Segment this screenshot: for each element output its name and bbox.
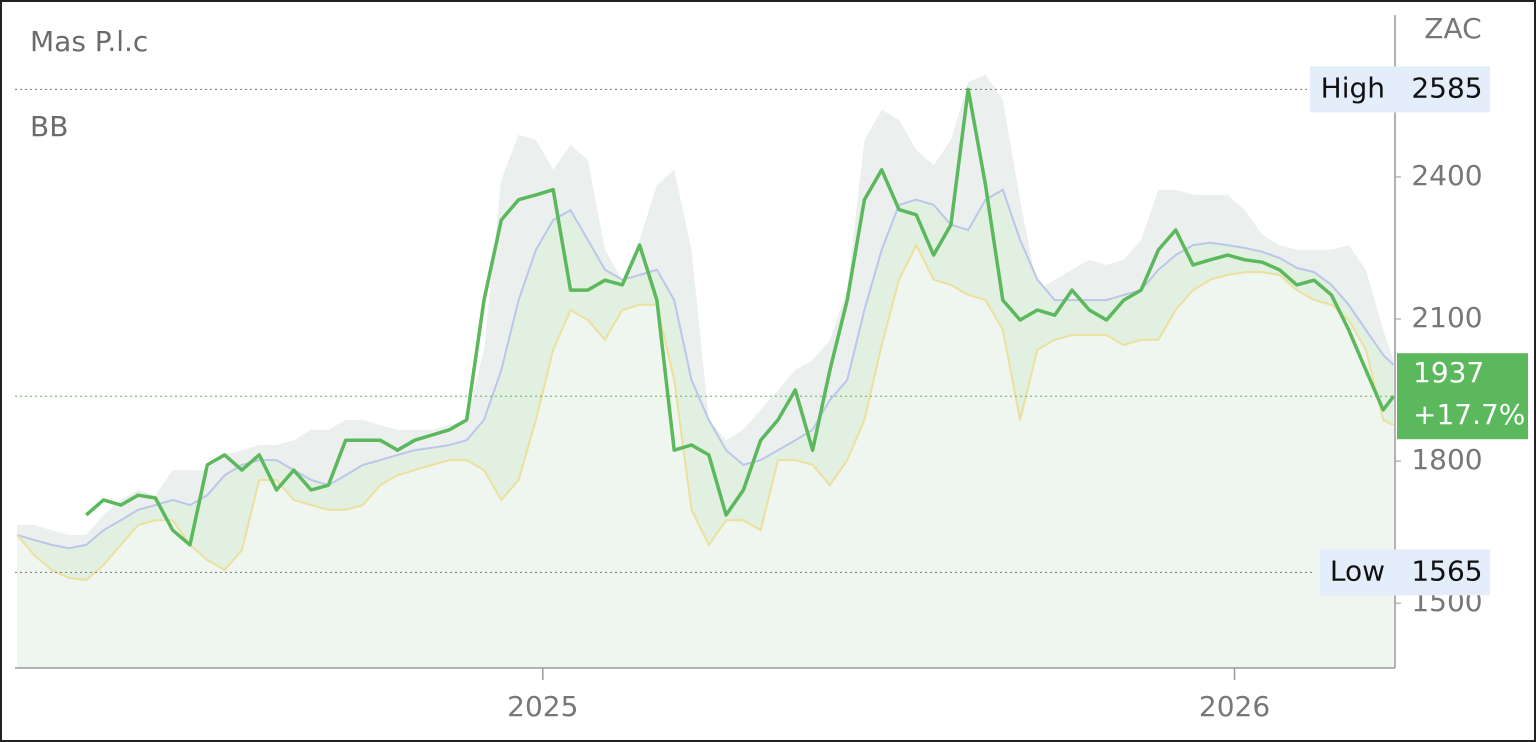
low-box — [1320, 549, 1490, 596]
plot — [16, 74, 1395, 668]
high-box — [1310, 66, 1490, 113]
last-value: 1937 — [1413, 356, 1484, 389]
last-change: +17.7% — [1413, 398, 1525, 431]
indicator-label: BB — [30, 110, 68, 143]
y-tick-label: 1800 — [1411, 443, 1482, 476]
last-box — [1397, 353, 1528, 440]
low-label: Low — [1330, 554, 1385, 587]
high-label: High — [1321, 71, 1385, 104]
low-value: 1565 — [1411, 554, 1482, 587]
y-tick-label: 2400 — [1411, 159, 1482, 192]
y-tick-label: 2100 — [1411, 301, 1482, 334]
unit-label: ZAC — [1424, 12, 1481, 45]
x-tick-label: 2026 — [1199, 690, 1270, 723]
x-tick-label: 2025 — [507, 690, 578, 723]
chart-title: Mas P.l.c — [30, 25, 148, 58]
price-line — [85, 87, 1395, 547]
lower-band-area — [17, 245, 1394, 668]
lower-band-line — [16, 242, 1395, 581]
high-value: 2585 — [1411, 71, 1482, 104]
